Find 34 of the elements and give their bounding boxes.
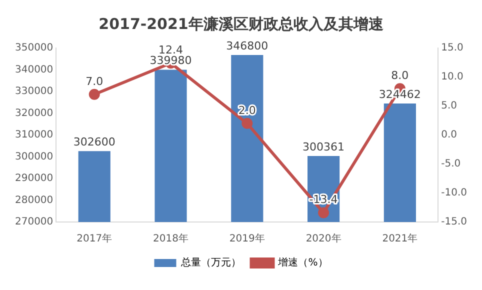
y2-tick-label: -10.0 <box>441 188 467 199</box>
y-tick-label: 310000 <box>14 130 54 141</box>
y2-tick-label: -5.0 <box>441 158 461 170</box>
y-tick-label: 350000 <box>14 42 54 54</box>
x-tick-label: 2021年 <box>382 232 418 245</box>
point <box>242 118 253 129</box>
point <box>318 207 330 218</box>
y2-tick-label: 15.0 <box>441 42 464 54</box>
y-tick-label: 330000 <box>14 86 54 98</box>
chart-title: 2017-2021年濂溪区财政总收入及其增速 <box>98 14 384 33</box>
data-label: 346800 <box>226 39 268 52</box>
y-tick-label: 280000 <box>14 194 54 206</box>
y-tick-label: 290000 <box>14 173 54 184</box>
x-tick-label: 2020年 <box>306 232 342 245</box>
data-label: 8.0 <box>391 68 409 82</box>
y-tick-label: 270000 <box>14 216 54 228</box>
x-tick-label: 2018年 <box>153 232 188 245</box>
x-tick-label: 2019年 <box>229 232 265 245</box>
point <box>88 88 100 100</box>
y2-tick-label: 10.0 <box>441 72 464 83</box>
data-label: 7.0 <box>86 74 104 88</box>
data-label: 300361 <box>302 140 345 154</box>
legend-label: 总量（万元） <box>180 256 242 269</box>
y2-tick-label: 0.0 <box>441 130 458 141</box>
y-tick-label: 340000 <box>14 64 54 76</box>
y2-tick-label: 5.0 <box>441 100 458 112</box>
data-label: 12.4 <box>158 43 184 56</box>
data-label: 302600 <box>73 135 116 148</box>
legend-label: 增速（%） <box>277 256 328 269</box>
y2-tick-label: -15.0 <box>441 216 467 228</box>
y-tick-label: 320000 <box>14 108 54 119</box>
data-label: 2.0 <box>238 104 256 117</box>
x-tick-label: 2017年 <box>76 232 112 245</box>
y-tick-label: 300000 <box>14 151 54 162</box>
